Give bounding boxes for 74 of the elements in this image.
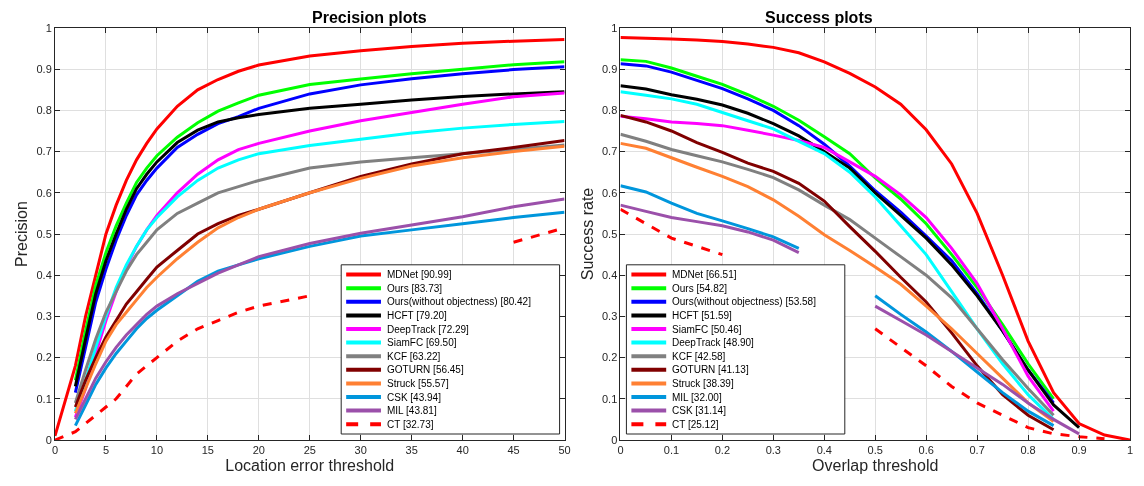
x-tick-label: 0.9 bbox=[1071, 444, 1087, 457]
x-tick-label: 50 bbox=[558, 444, 571, 457]
legend-label: GOTURN [56.45] bbox=[387, 364, 464, 375]
line-series bbox=[55, 38, 565, 438]
y-tick-label: 0.6 bbox=[36, 186, 52, 199]
legend-label: Struck [55.57] bbox=[387, 378, 449, 389]
x-tick-label: 45 bbox=[507, 444, 520, 457]
x-tick-label: 0.4 bbox=[816, 444, 832, 457]
legend-label: CT [32.73] bbox=[387, 419, 434, 430]
legend-label: Ours(without objectness) [53.58] bbox=[672, 296, 817, 307]
x-tick-label: 10 bbox=[150, 444, 164, 457]
legend-label: MDNet [66.51] bbox=[672, 269, 737, 280]
y-tick-label: 0.2 bbox=[36, 351, 52, 364]
chart-title: Success plots bbox=[765, 9, 873, 26]
y-tick-label: 0.5 bbox=[36, 227, 52, 240]
y-tick-label: 0.3 bbox=[36, 310, 52, 323]
y-axis-title: Precision bbox=[13, 201, 31, 267]
legend-label: KCF [63.22] bbox=[387, 351, 441, 362]
y-tick-label: 0.4 bbox=[36, 269, 52, 282]
y-tick-label: 0.9 bbox=[601, 63, 618, 76]
y-tick-label: 0.9 bbox=[36, 63, 52, 76]
x-tick-label: 15 bbox=[201, 444, 214, 457]
y-tick-label: 1 bbox=[45, 21, 52, 34]
y-tick-label: 0.6 bbox=[601, 186, 618, 199]
x-tick-label: 0.6 bbox=[918, 444, 934, 457]
legend-label: CT [25.12] bbox=[672, 419, 719, 430]
y-tick-label: 0.2 bbox=[601, 351, 618, 364]
x-axis-title: Location error threshold bbox=[225, 456, 395, 474]
legend-label: MIL [32.00] bbox=[672, 392, 722, 403]
chart-title: Precision plots bbox=[312, 9, 427, 26]
y-axis-title: Success rate bbox=[578, 187, 596, 281]
legend-label: HCFT [79.20] bbox=[387, 310, 448, 321]
x-tick-label: 0.8 bbox=[1020, 444, 1036, 457]
x-tick-label: 30 bbox=[354, 444, 367, 457]
y-tick-label: 0.1 bbox=[601, 392, 618, 405]
y-tick-label: 0 bbox=[45, 433, 52, 446]
legend-label: HCFT [51.59] bbox=[672, 310, 733, 321]
x-axis-title: Overlap threshold bbox=[812, 456, 939, 474]
y-tick-label: 0.8 bbox=[36, 104, 52, 117]
y-tick-label: 0.5 bbox=[601, 227, 618, 240]
legend-label: DeepTrack [72.29] bbox=[387, 324, 470, 335]
line-series bbox=[620, 35, 1130, 440]
x-tick-label: 1 bbox=[1126, 444, 1134, 457]
x-tick-label: 0.5 bbox=[867, 444, 883, 457]
legend-label: SiamFC [69.50] bbox=[387, 337, 457, 348]
legend-label: DeepTrack [48.90] bbox=[672, 337, 755, 348]
x-tick-label: 25 bbox=[303, 444, 316, 457]
y-tick-label: 0.1 bbox=[36, 392, 52, 405]
legend-label: CSK [31.14] bbox=[672, 405, 727, 416]
legend-label: MDNet [90.99] bbox=[387, 269, 452, 280]
legend-label: SiamFC [50.46] bbox=[672, 324, 742, 335]
y-tick-label: 1 bbox=[611, 21, 618, 34]
x-tick-label: 0.3 bbox=[765, 444, 781, 457]
x-tick-label: 0.7 bbox=[969, 444, 985, 457]
y-tick-label: 0.4 bbox=[601, 269, 618, 282]
y-tick-label: 0.8 bbox=[601, 104, 618, 117]
legend-label: CSK [43.94] bbox=[387, 392, 442, 403]
x-tick-label: 20 bbox=[252, 444, 265, 457]
legend-label: GOTURN [41.13] bbox=[672, 364, 749, 375]
x-tick-label: 0.2 bbox=[714, 444, 731, 457]
y-tick-label: 0 bbox=[611, 433, 618, 446]
x-tick-label: 40 bbox=[456, 444, 469, 457]
legend-label: Ours [83.73] bbox=[387, 283, 443, 294]
x-tick-label: 35 bbox=[405, 444, 418, 457]
legend-label: MIL [43.81] bbox=[387, 405, 437, 416]
legend-label: Struck [38.39] bbox=[672, 378, 734, 389]
legend-label: Ours(without objectness) [80.42] bbox=[387, 296, 532, 307]
legend-label: KCF [42.58] bbox=[672, 351, 726, 362]
x-tick-label: 5 bbox=[102, 444, 110, 457]
x-tick-label: 0.1 bbox=[663, 444, 680, 457]
y-tick-label: 0.3 bbox=[601, 310, 618, 323]
y-tick-label: 0.7 bbox=[601, 145, 618, 158]
legend-label: Ours [54.82] bbox=[672, 283, 728, 294]
y-tick-label: 0.7 bbox=[36, 145, 52, 158]
